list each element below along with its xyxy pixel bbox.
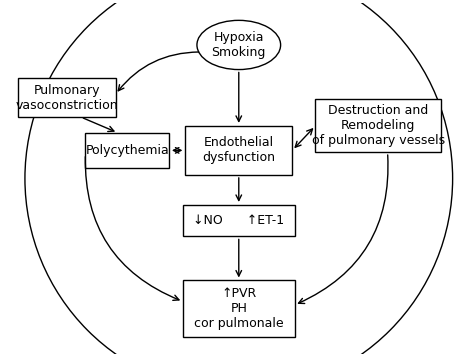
FancyBboxPatch shape [185, 126, 292, 175]
Ellipse shape [197, 20, 281, 70]
FancyBboxPatch shape [183, 205, 294, 236]
Text: ↑PVR
PH
cor pulmonale: ↑PVR PH cor pulmonale [194, 287, 283, 330]
Text: Destruction and
Remodeling
of pulmonary vessels: Destruction and Remodeling of pulmonary … [312, 104, 445, 147]
Text: Pulmonary
vasoconstriction: Pulmonary vasoconstriction [16, 84, 118, 112]
Text: ↓NO      ↑ET-1: ↓NO ↑ET-1 [193, 214, 284, 227]
FancyBboxPatch shape [316, 100, 441, 152]
FancyBboxPatch shape [85, 133, 169, 168]
Text: Hypoxia
Smoking: Hypoxia Smoking [211, 31, 266, 59]
Text: Polycythemia: Polycythemia [85, 144, 169, 157]
FancyBboxPatch shape [18, 78, 116, 117]
FancyBboxPatch shape [183, 280, 294, 337]
Text: Endothelial
dysfunction: Endothelial dysfunction [202, 136, 275, 164]
